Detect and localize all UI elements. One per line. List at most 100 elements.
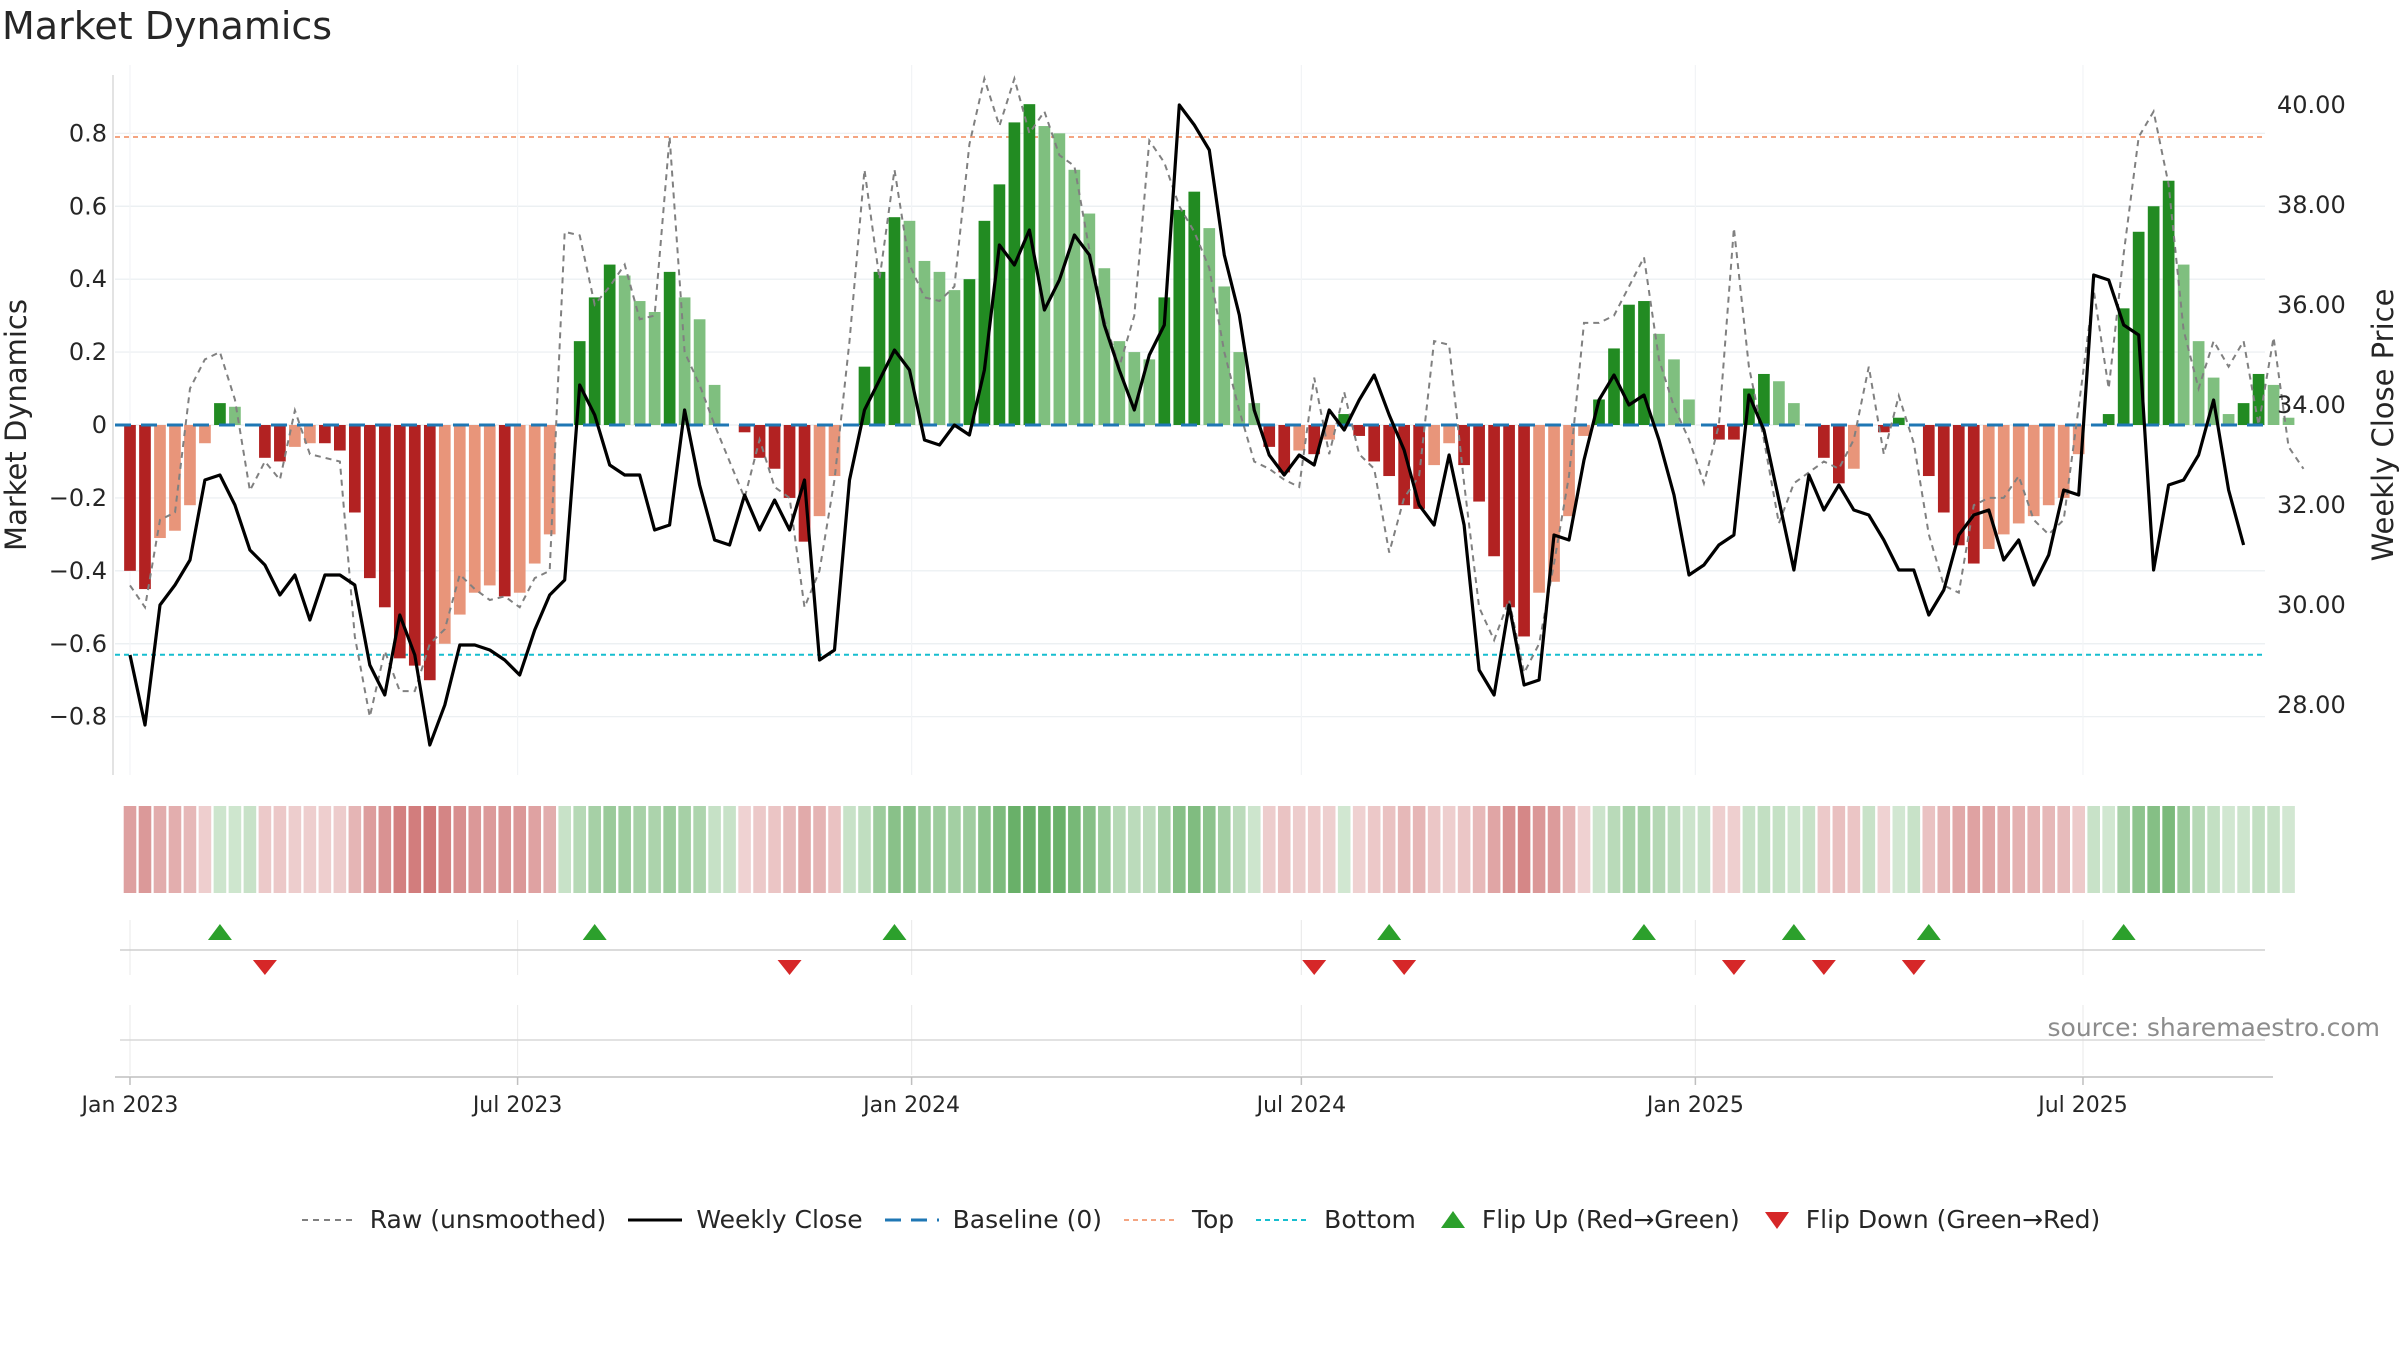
regime-cell xyxy=(1143,806,1156,893)
dynamics-bar xyxy=(1188,191,1201,425)
dynamics-bar xyxy=(528,425,541,564)
dynamics-bar xyxy=(1338,414,1351,425)
regime-cell xyxy=(1427,806,1441,893)
dynamics-bar xyxy=(1383,425,1395,477)
dynamics-bar xyxy=(858,366,871,425)
regime-cell xyxy=(963,806,976,893)
regime-cell xyxy=(648,806,661,893)
regime-cell xyxy=(1307,806,1321,893)
dynamics-bar xyxy=(423,425,436,681)
dynamics-bar xyxy=(2057,425,2070,498)
dynamics-bar xyxy=(513,425,526,593)
dynamics-bar xyxy=(1922,425,1935,477)
regime-cell xyxy=(858,806,871,893)
dynamics-bar xyxy=(1233,352,1246,425)
regime-cell xyxy=(978,806,991,893)
regime-cell xyxy=(1367,806,1381,893)
regime-cell xyxy=(333,806,347,893)
regime-cell xyxy=(1517,806,1531,893)
weekly-close-series xyxy=(128,103,2246,747)
dynamics-bar xyxy=(1368,425,1381,462)
regime-cell xyxy=(2252,806,2265,893)
regime-cell xyxy=(1997,806,2011,893)
dynamics-bar xyxy=(1548,425,1560,582)
flip-down-marker xyxy=(1392,960,1417,975)
dynamics-bar xyxy=(1263,425,1276,447)
regime-cell xyxy=(573,806,586,893)
flip-up-marker xyxy=(1377,924,1402,940)
regime-cell xyxy=(1382,806,1396,893)
regime-cell xyxy=(1937,806,1951,893)
regime-cell xyxy=(843,806,856,893)
regime-cell xyxy=(918,806,931,893)
regime-cell xyxy=(2222,806,2235,893)
dynamics-bar xyxy=(1877,425,1890,433)
regime-cell xyxy=(1697,806,1711,893)
dynamics-bar xyxy=(2282,417,2295,425)
regime-cell xyxy=(483,806,497,893)
dynamics-bar xyxy=(633,301,646,425)
dynamics-bar xyxy=(229,406,241,425)
regime-cell xyxy=(1337,806,1351,893)
dynamics-bar xyxy=(2072,425,2085,455)
dynamics-bar xyxy=(2132,231,2145,425)
dynamics-bar xyxy=(1623,304,1635,425)
legend-label-baseline: Baseline (0) xyxy=(952,1205,1102,1234)
regime-cell xyxy=(1877,806,1891,893)
dynamics-bar xyxy=(933,271,946,425)
dynamics-bar xyxy=(2177,264,2190,425)
flip-down-marker xyxy=(252,960,277,975)
flip-up-marker xyxy=(2111,924,2136,940)
regime-cell xyxy=(993,806,1006,893)
dynamics-bar xyxy=(1158,297,1171,425)
regime-cell xyxy=(1712,806,1726,893)
legend-item-flipup: Flip Up (Red→Green) xyxy=(1436,1205,1740,1234)
legend-item-baseline: Baseline (0) xyxy=(883,1205,1102,1234)
regime-cell xyxy=(1247,806,1261,893)
dynamics-bar xyxy=(1593,399,1605,425)
legend-swatch-flipdown xyxy=(1764,1211,1789,1229)
y-right-tick-label: 40.00 xyxy=(2277,91,2346,119)
dynamics-bars xyxy=(115,104,2295,681)
legend-label-flipup: Flip Up (Red→Green) xyxy=(1481,1205,1740,1234)
regime-cell xyxy=(1667,806,1681,893)
legend-swatch-baseline xyxy=(884,1218,939,1221)
regime-cell xyxy=(1652,806,1666,893)
regime-cell xyxy=(723,806,736,893)
dynamics-bar xyxy=(2117,308,2130,425)
regime-cell xyxy=(798,806,811,893)
regime-cell xyxy=(288,806,302,893)
regime-cell xyxy=(1352,806,1366,893)
dynamics-bar xyxy=(154,425,166,539)
regime-cell xyxy=(153,806,167,893)
legend-item-bottom: Bottom xyxy=(1254,1205,1416,1234)
dynamics-bar xyxy=(1008,122,1021,425)
legend-item-close: Weekly Close xyxy=(626,1205,863,1234)
dynamics-bar xyxy=(408,425,421,666)
y-right-tick-label: 38.00 xyxy=(2277,191,2346,219)
regime-cell xyxy=(2057,806,2071,893)
regime-cell xyxy=(1008,806,1021,893)
regime-cell xyxy=(1113,806,1126,893)
flip-up-marker xyxy=(1781,924,1806,940)
legend-swatch-close xyxy=(628,1218,683,1221)
regime-cell xyxy=(1172,806,1186,893)
y-left-tick-label: 0 xyxy=(92,411,107,439)
empty-panel xyxy=(120,1005,2265,1075)
dynamics-bar xyxy=(334,425,346,451)
regime-cell xyxy=(393,806,407,893)
regime-cell xyxy=(198,806,212,893)
y-left-tick-label: −0.4 xyxy=(49,557,107,585)
dynamics-bar xyxy=(543,425,556,535)
dynamics-bar xyxy=(304,425,316,444)
regime-cell xyxy=(873,806,886,893)
flip-markers xyxy=(120,920,2265,975)
x-tick-label: Jan 2025 xyxy=(1645,1093,1744,1118)
dynamics-bar xyxy=(783,425,796,498)
regime-cell xyxy=(1562,806,1576,893)
dynamics-bar xyxy=(738,425,751,433)
regime-cell xyxy=(603,806,616,893)
dynamics-bar xyxy=(1758,373,1770,425)
dynamics-bar xyxy=(2042,425,2055,506)
